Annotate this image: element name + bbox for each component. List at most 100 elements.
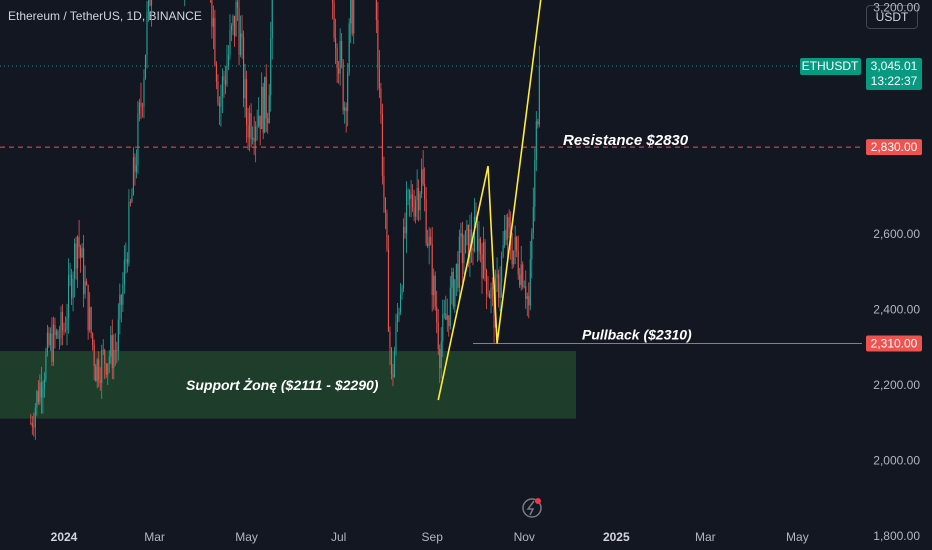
candle <box>478 221 480 261</box>
candle <box>402 218 405 292</box>
candle <box>92 332 94 351</box>
candle <box>80 244 82 273</box>
candle <box>514 225 516 265</box>
candle <box>520 245 522 291</box>
candle <box>67 258 70 334</box>
candle <box>249 105 251 152</box>
candle <box>405 181 408 253</box>
candle <box>232 14 234 35</box>
candle <box>250 103 252 148</box>
candle <box>238 0 240 66</box>
candle <box>430 228 432 246</box>
candle <box>386 209 388 252</box>
candle <box>466 220 468 246</box>
candle <box>253 116 255 156</box>
candle <box>508 209 510 238</box>
candle <box>383 156 385 213</box>
pullback-annotation: Pullback ($2310) <box>582 326 692 342</box>
chart-title: Ethereum / TetherUS, 1D, BINANCE <box>8 9 202 23</box>
candle <box>457 251 459 292</box>
y-tick-label: 2,400.00 <box>873 303 920 317</box>
candle <box>479 236 482 263</box>
candle <box>58 325 61 350</box>
candle <box>333 0 335 42</box>
candle <box>105 362 107 378</box>
currency-button[interactable]: USDT <box>866 5 918 29</box>
candle <box>107 363 109 385</box>
candle <box>424 167 426 212</box>
candle <box>241 15 243 59</box>
candle <box>375 0 377 34</box>
candle <box>381 103 383 185</box>
candle <box>209 0 211 3</box>
candle <box>271 0 273 60</box>
candle <box>95 363 97 382</box>
candle <box>70 268 73 306</box>
candle <box>114 333 116 366</box>
candle <box>427 229 429 249</box>
candle <box>89 292 91 333</box>
candle <box>505 214 507 246</box>
candle <box>342 59 344 115</box>
candle <box>240 15 242 58</box>
candle <box>108 350 110 374</box>
candle <box>455 263 457 297</box>
candle <box>339 28 341 86</box>
candle <box>413 189 415 222</box>
candle <box>256 109 258 141</box>
candle <box>122 272 124 312</box>
candle <box>46 324 48 357</box>
candle <box>511 232 513 269</box>
candle <box>211 0 213 39</box>
candle <box>395 313 397 356</box>
candle <box>353 0 355 45</box>
candle <box>433 268 435 310</box>
candle <box>131 188 133 203</box>
candle <box>336 43 338 83</box>
candle <box>229 14 231 60</box>
candle <box>83 234 85 308</box>
candle <box>428 227 430 265</box>
level-price-badge: 2,310.00 <box>866 335 922 352</box>
x-tick-label: Sep <box>422 530 444 544</box>
candle <box>98 351 100 388</box>
candle <box>484 239 486 282</box>
candle <box>392 363 394 387</box>
candle <box>63 322 65 336</box>
x-tick-label: Mar <box>695 530 716 544</box>
candle <box>513 250 515 268</box>
candle <box>233 15 236 47</box>
candle <box>404 212 406 239</box>
candle <box>498 269 500 308</box>
candle <box>31 416 33 435</box>
candle <box>419 191 421 221</box>
candle <box>409 189 411 217</box>
candle <box>42 380 44 414</box>
candle <box>262 82 264 140</box>
candle <box>252 126 254 145</box>
candle <box>110 326 112 364</box>
candle <box>81 243 83 258</box>
candle <box>66 303 68 346</box>
x-tick-label: 2024 <box>51 530 78 544</box>
candle <box>49 327 51 352</box>
candle <box>504 215 506 248</box>
candle <box>421 158 423 198</box>
candle <box>64 316 67 333</box>
candle <box>150 0 153 27</box>
projection-path[interactable] <box>437 0 590 401</box>
candle <box>535 111 537 171</box>
candle <box>473 198 475 253</box>
candle <box>482 226 485 280</box>
candle <box>34 402 36 440</box>
candle <box>43 372 45 398</box>
candle <box>529 241 531 311</box>
candle <box>101 344 103 399</box>
candle <box>138 98 140 122</box>
candle <box>54 317 56 349</box>
candle <box>77 235 79 288</box>
candle <box>332 0 334 20</box>
candle <box>448 315 450 337</box>
candle <box>407 188 409 205</box>
